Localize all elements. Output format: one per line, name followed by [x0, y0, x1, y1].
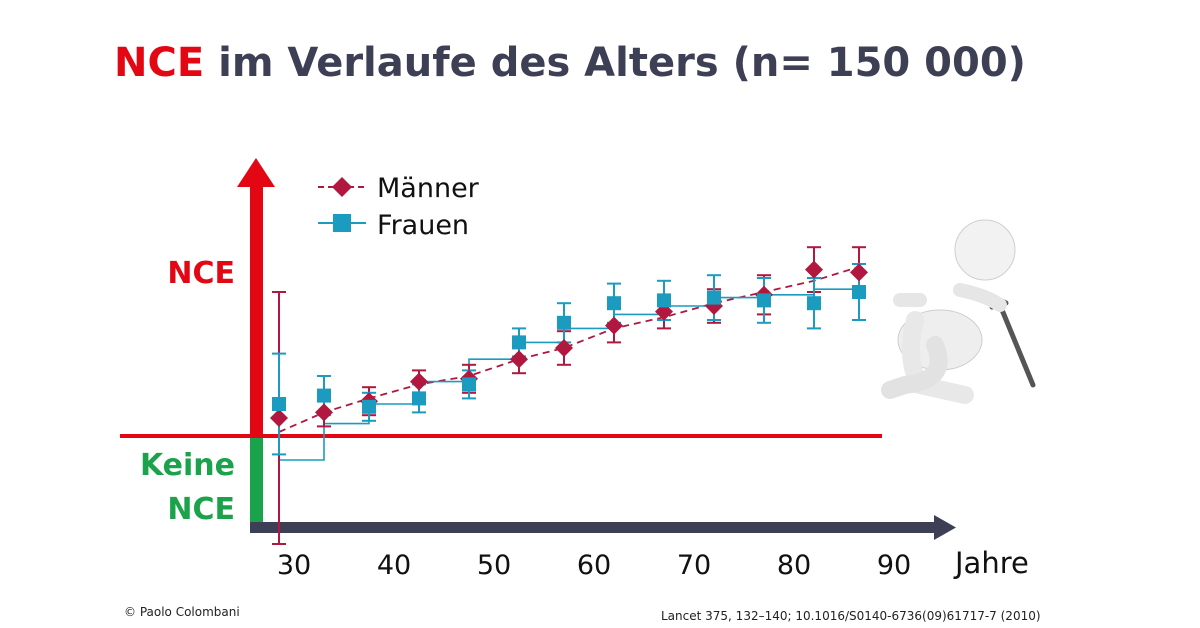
data-point-frauen — [412, 391, 426, 406]
data-point-frauen — [557, 315, 571, 330]
x-tick-label: 80 — [777, 550, 811, 581]
y-axis-green — [250, 438, 263, 524]
x-tick-label: 70 — [677, 550, 711, 581]
credit-author: © Paolo Colombani — [124, 605, 240, 619]
data-point-frauen — [607, 296, 621, 311]
data-point-maenner — [315, 403, 333, 422]
data-point-frauen — [362, 399, 376, 414]
y-axis-arrowhead — [237, 158, 275, 187]
y-label-nce: NCE — [167, 256, 235, 291]
x-axis — [250, 522, 936, 533]
data-point-maenner — [605, 316, 623, 335]
data-point-maenner — [510, 350, 528, 369]
data-point-frauen — [512, 335, 526, 350]
data-point-frauen — [317, 388, 331, 403]
page-title: NCE im Verlaufe des Alters (n= 150 000) — [0, 40, 1140, 86]
data-point-frauen — [657, 293, 671, 308]
legend-marker-maenner — [332, 177, 352, 197]
threshold-line — [120, 434, 882, 438]
y-label-keine-nce: NCE — [167, 492, 235, 527]
chart-axes — [120, 158, 956, 540]
x-tick-label: 90 — [877, 550, 911, 581]
y-axis-red — [250, 185, 263, 438]
data-point-frauen — [757, 293, 771, 308]
credit-source: Lancet 375, 132–140; 10.1016/S0140-6736(… — [661, 609, 1041, 623]
data-point-frauen — [807, 296, 821, 311]
data-point-maenner — [805, 260, 823, 279]
data-point-frauen — [707, 290, 721, 305]
data-point-maenner — [410, 372, 428, 391]
data-point-frauen — [272, 397, 286, 411]
x-tick-label: 60 — [577, 550, 611, 581]
x-axis-arrowhead — [934, 515, 956, 540]
elderly-figure-illustration — [881, 219, 1036, 404]
legend-label-maenner: Männer — [377, 173, 480, 204]
x-tick-label: 30 — [277, 550, 311, 581]
legend: Männer Frauen — [318, 173, 480, 241]
data-point-maenner — [270, 409, 288, 427]
data-point-frauen — [852, 285, 866, 299]
trend-line-frauen — [279, 286, 860, 461]
x-tick-label: 40 — [377, 550, 411, 581]
title-accent: NCE — [114, 40, 205, 86]
y-label-keine: Keine — [139, 448, 235, 483]
data-point-maenner — [850, 263, 868, 282]
legend-marker-frauen — [333, 214, 351, 232]
x-tick-label: 50 — [477, 550, 511, 581]
title-rest: im Verlaufe des Alters (n= 150 000) — [218, 40, 1026, 86]
x-axis-unit-label: Jahre — [955, 546, 1029, 580]
legend-label-frauen: Frauen — [377, 210, 469, 241]
data-point-frauen — [462, 377, 476, 392]
data-point-maenner — [555, 339, 573, 357]
